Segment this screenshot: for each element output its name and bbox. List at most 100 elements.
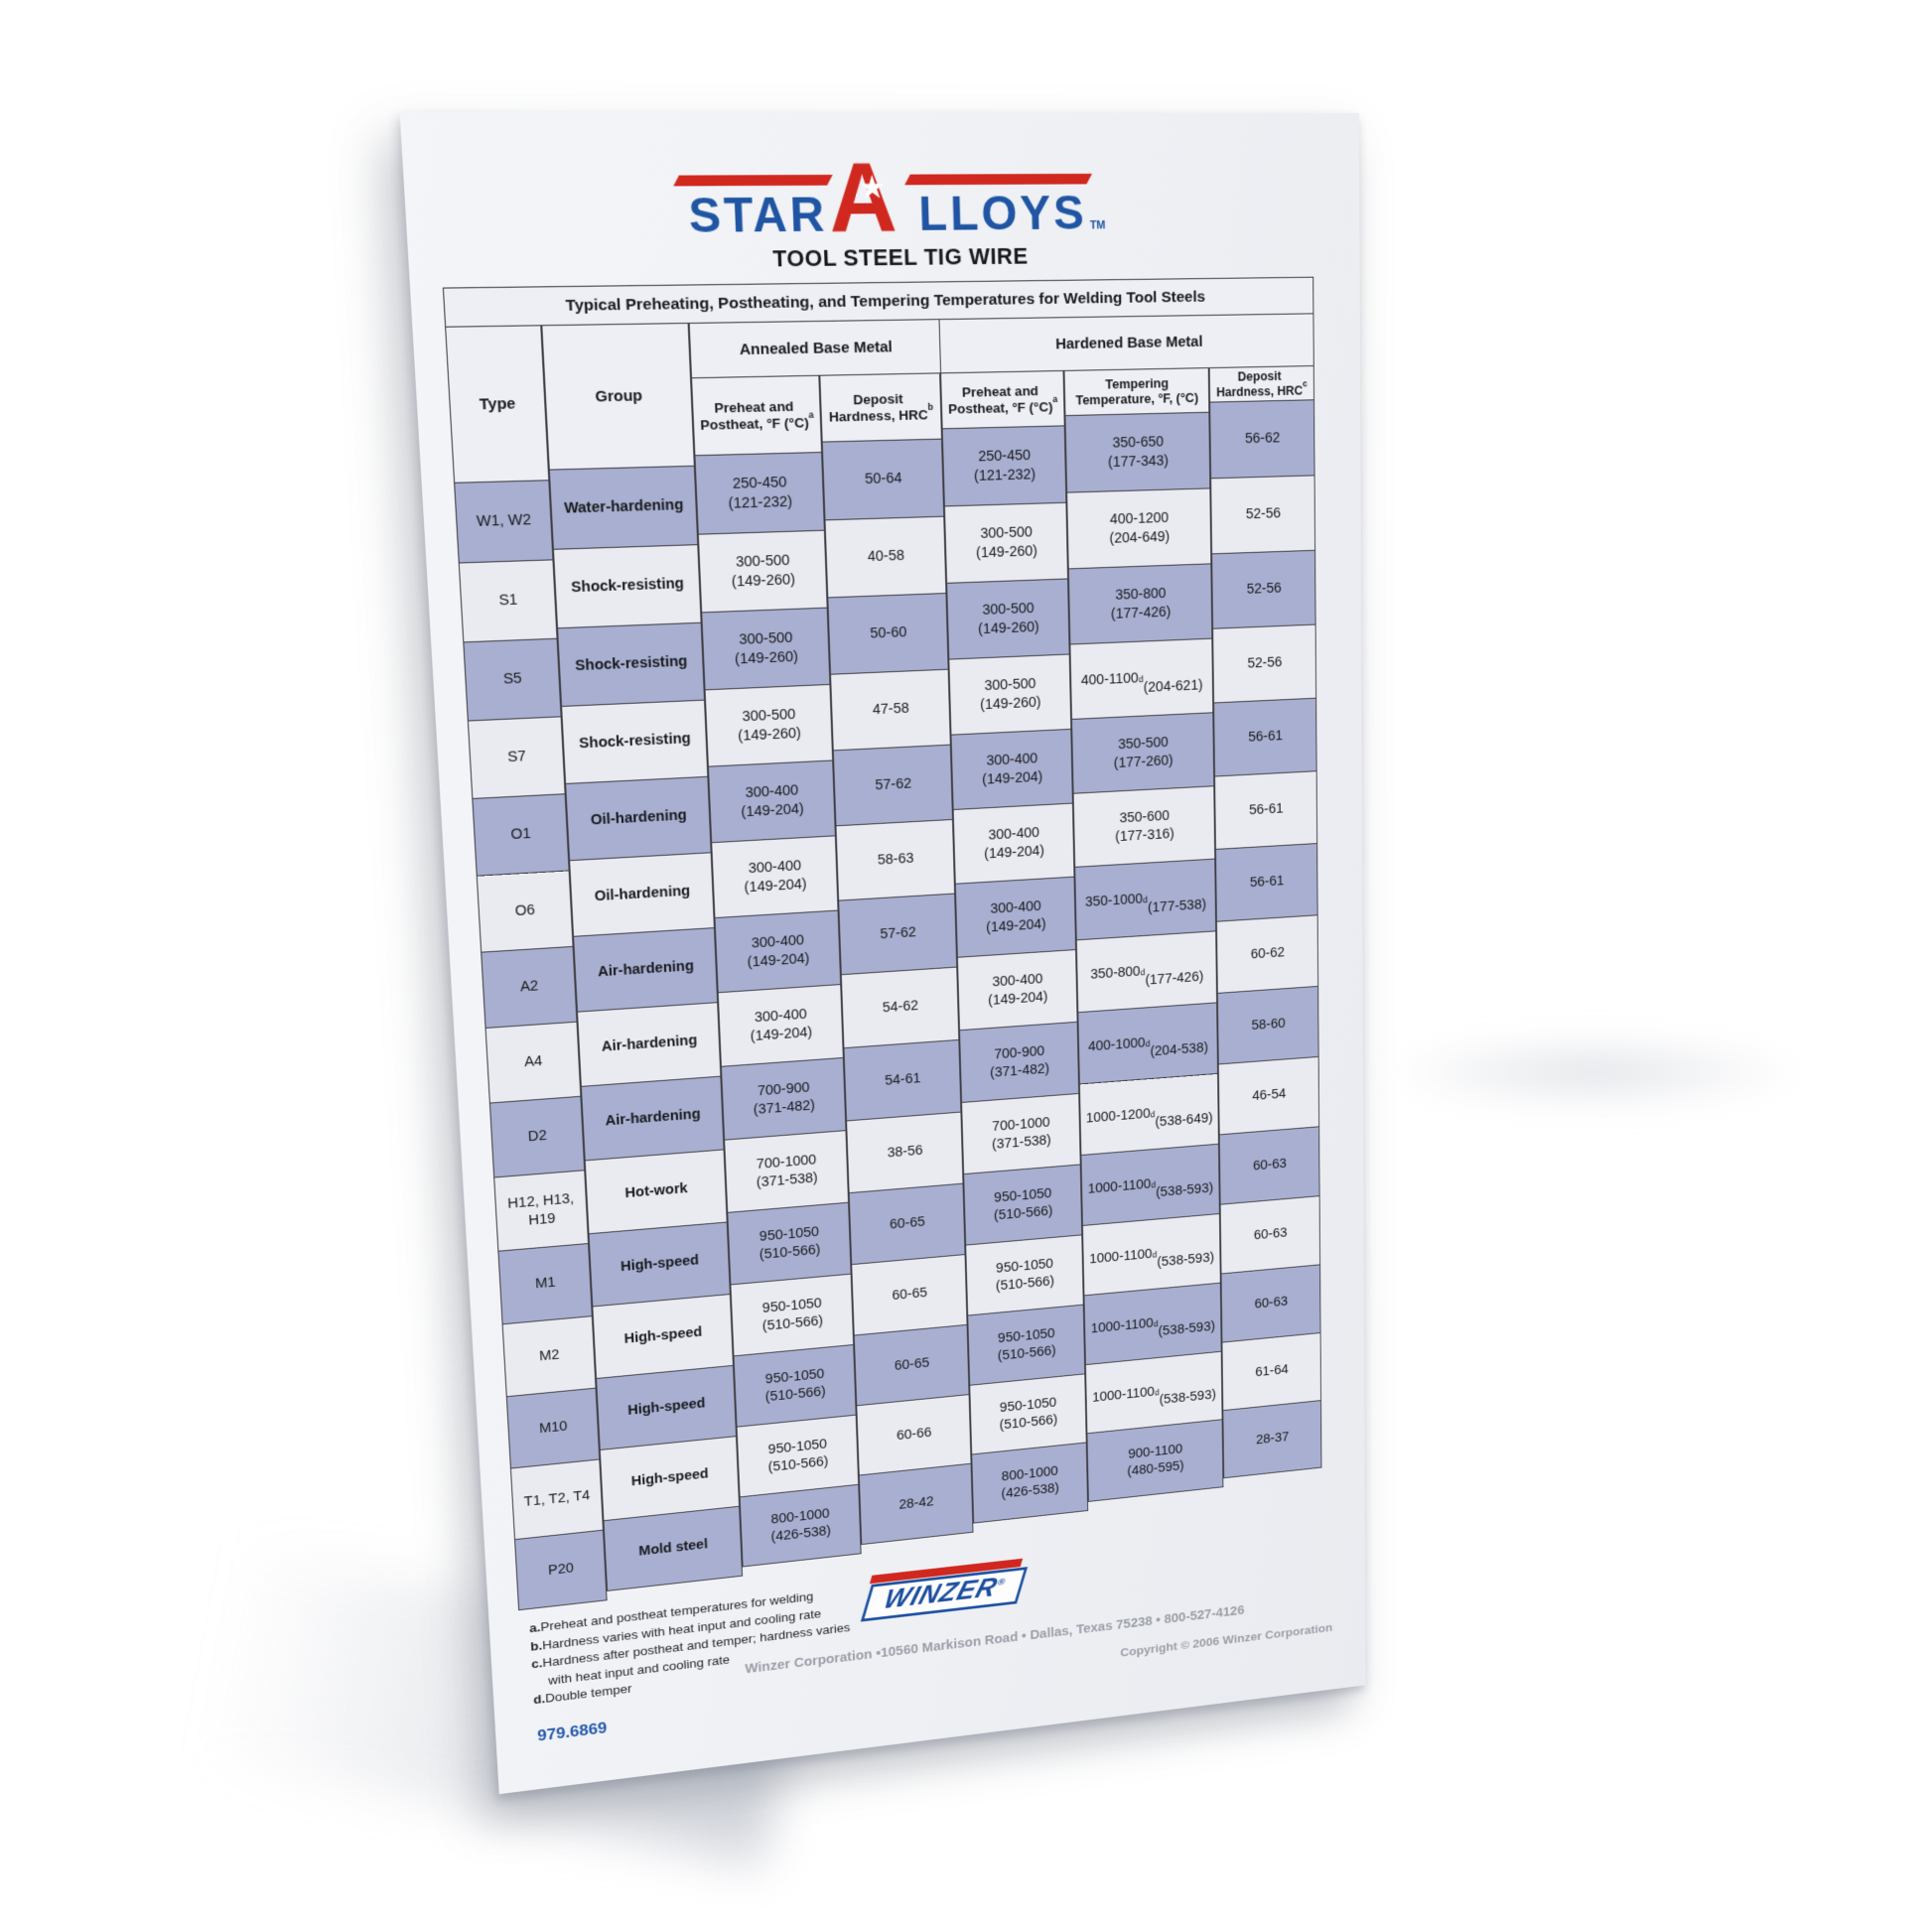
- table-cell-type: M2: [501, 1315, 596, 1397]
- table-cell-hardened_hardness: 60-63: [1218, 1126, 1319, 1204]
- table-cell-type: M10: [505, 1387, 600, 1468]
- table-cell-annealed_hardness: 50-64: [821, 438, 944, 520]
- table-cell-hardened_hardness: 52-56: [1212, 623, 1316, 703]
- temperature-table: Typical Preheating, Postheating, and Tem…: [400, 112, 1365, 1629]
- table-cell-hardened_preheat: 300-500 (149-260): [943, 501, 1068, 583]
- table-cell-annealed_preheat: 300-500 (149-260): [704, 683, 833, 766]
- table-cell-hardened_preheat: 950-1050 (510-566): [963, 1164, 1082, 1245]
- table-cell-hardened_hardness: 56-61: [1214, 770, 1317, 849]
- table-cell-group: Mold steel: [603, 1505, 743, 1590]
- table-cell-annealed_preheat: 300-500 (149-260): [701, 607, 830, 690]
- table-cell-annealed_hardness: 28-42: [858, 1462, 973, 1545]
- table-cell-group: Water-hardening: [548, 465, 698, 549]
- table-cell-hardened_preheat: 950-1050 (510-566): [967, 1304, 1085, 1385]
- table-cell-tempering: 350-500 (177-260): [1071, 712, 1214, 793]
- table-cell-tempering: 1000-1100 d (538-593): [1080, 1143, 1219, 1226]
- hardened-header: Hardened Base Metal: [1054, 333, 1203, 353]
- type-header: Type: [445, 325, 549, 483]
- hardened-preheat-header: Preheat and Postheat, °F (°C) a: [940, 369, 1064, 429]
- table-cell-tempering: 350-600 (177-316): [1072, 785, 1215, 867]
- table-cell-group: High-speed: [588, 1221, 730, 1307]
- table-cell-tempering: 350-800 d (177-426): [1075, 930, 1217, 1013]
- table-cell-annealed_hardness: 47-58: [830, 668, 950, 751]
- table-cell-hardened_preheat: 300-400 (149-204): [950, 728, 1072, 810]
- table-cell-hardened_preheat: 300-400 (149-204): [956, 949, 1077, 1031]
- table-cell-annealed_preheat: 950-1050 (510-566): [733, 1344, 856, 1427]
- table-cell-hardened_hardness: 60-62: [1215, 914, 1318, 993]
- table-cell-hardened_hardness: 46-54: [1217, 1055, 1319, 1135]
- part-number: 979.6869: [536, 1719, 608, 1745]
- table-cell-type: O1: [472, 793, 569, 876]
- table-cell-group: Air-hardening: [573, 927, 718, 1012]
- table-cell-annealed_hardness: 60-65: [848, 1182, 965, 1265]
- table-cell-hardened_hardness: 60-63: [1219, 1195, 1320, 1274]
- table-cell-hardened_hardness: 52-56: [1210, 475, 1315, 554]
- table-cell-annealed_preheat: 300-400 (149-204): [717, 984, 843, 1066]
- table-cell-tempering: 350-650 (177-343): [1064, 411, 1210, 492]
- table-cell-group: High-speed: [592, 1294, 733, 1379]
- table-cell-hardened_hardness: 56-61: [1213, 697, 1316, 776]
- table-cell-annealed_preheat: 300-500 (149-260): [697, 529, 827, 613]
- table-cell-annealed_preheat: 250-450 (121-232): [694, 452, 824, 534]
- table-cell-annealed_preheat: 700-900 (371-482): [720, 1056, 846, 1140]
- table-cell-annealed_hardness: 60-65: [851, 1254, 967, 1335]
- annealed-hardness-header: Deposit Hardness, HRC b: [819, 372, 941, 442]
- table-cell-type: P20: [514, 1529, 607, 1610]
- table-cell-annealed_preheat: 950-1050 (510-566): [736, 1414, 859, 1497]
- table-cell-hardened_hardness: 60-63: [1220, 1264, 1320, 1342]
- table-cell-hardened_preheat: 300-400 (149-204): [954, 876, 1076, 957]
- table-cell-annealed_hardness: 60-66: [856, 1394, 971, 1475]
- table-cell-type: M1: [497, 1243, 592, 1324]
- table-cell-hardened_preheat: 250-450 (121-232): [941, 425, 1066, 506]
- column-tempering: Tempering Temperature, °F, (°C) 350-650 (1…: [1063, 367, 1224, 1502]
- table-cell-tempering: 350-1000 d (177-538): [1074, 858, 1216, 940]
- table-cell-type: W1, W2: [454, 480, 553, 563]
- table-cell-hardened_hardness: 28-37: [1222, 1400, 1321, 1478]
- registered-symbol: ®: [996, 1577, 1008, 1589]
- table-cell-annealed_preheat: 800-1000 (426-538): [739, 1483, 861, 1567]
- hardened-hardness-header: Deposit Hardness, HRC c: [1208, 365, 1314, 402]
- annealed-header: Annealed Base Metal: [739, 338, 894, 359]
- table-cell-tempering: 350-800 (177-426): [1067, 563, 1212, 644]
- table-cell-type: H12, H13, H19: [493, 1170, 589, 1251]
- reference-card: STAR A ★ LLOYS TM TOOL STEEL TIG WIRE Ty…: [399, 112, 1366, 1795]
- table-cell-type: A2: [481, 945, 577, 1028]
- table-cell-tempering: 400-1200 (204-649): [1066, 487, 1211, 569]
- table-cell-annealed_preheat: 700-1000 (371-538): [724, 1130, 849, 1212]
- table-cell-annealed_hardness: 40-58: [824, 515, 946, 598]
- table-cell-hardened_preheat: 300-400 (149-204): [952, 802, 1074, 884]
- table-cell-hardened_hardness: 58-60: [1216, 985, 1318, 1064]
- annealed-preheat-header: Preheat and Postheat, °F (°C) a: [691, 374, 822, 456]
- table-cell-hardened_hardness: 56-61: [1215, 843, 1317, 921]
- table-cell-hardened_preheat: 800-1000 (426-538): [971, 1442, 1088, 1523]
- table-cell-annealed_hardness: 50-60: [827, 593, 948, 674]
- table-cell-hardened_preheat: 700-1000 (371-538): [961, 1093, 1080, 1174]
- table-cell-hardened_preheat: 300-500 (149-260): [946, 578, 1069, 659]
- table-cell-type: S7: [467, 716, 565, 798]
- table-cell-annealed_hardness: 54-61: [843, 1038, 961, 1121]
- table-cell-group: Oil-hardening: [565, 775, 711, 861]
- table-cell-annealed_hardness: 38-56: [846, 1111, 963, 1193]
- column-hardened-hardness: Deposit Hardness, HRC c 56-62 52-56 52-56 52-…: [1208, 364, 1322, 1479]
- table-cell-tempering: 400-1100 d (204-621): [1069, 637, 1213, 719]
- table-cell-group: Shock-resisting: [552, 544, 701, 628]
- table-cell-type: S5: [463, 637, 561, 721]
- table-cell-type: A4: [484, 1021, 581, 1103]
- table-cell-hardened_hardness: 52-56: [1211, 549, 1315, 628]
- table-cell-group: Shock-resisting: [561, 699, 708, 783]
- tempering-header: Tempering Temperature, °F, (°C): [1063, 367, 1209, 416]
- table-cell-annealed_preheat: 950-1050 (510-566): [727, 1201, 851, 1285]
- table-cell-annealed_hardness: 60-65: [853, 1323, 969, 1406]
- table-cell-annealed_hardness: 57-62: [832, 744, 952, 826]
- group-header: Group: [541, 322, 694, 470]
- table-cell-type: D2: [488, 1095, 585, 1177]
- surface-shadow: [1380, 1033, 1807, 1112]
- table-cell-group: Shock-resisting: [556, 621, 704, 706]
- table-cell-tempering: 400-1000 d (204-538): [1077, 1002, 1218, 1084]
- table-cell-tempering: 1000-1100 d (538-593): [1081, 1213, 1220, 1296]
- table-cell-annealed_preheat: 300-400 (149-204): [707, 759, 835, 843]
- table-cell-hardened_hardness: 56-62: [1209, 399, 1314, 479]
- table-cell-hardened_preheat: 700-900 (371-482): [959, 1021, 1079, 1103]
- table-cell-annealed_hardness: 54-62: [840, 966, 959, 1048]
